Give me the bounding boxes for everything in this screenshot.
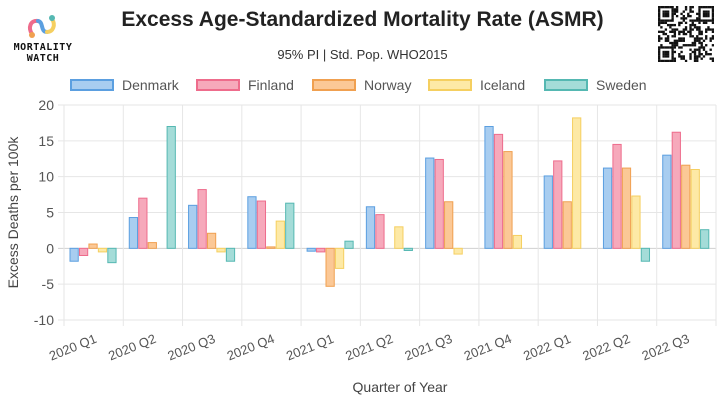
bar-iceland-2020-q4 [275, 220, 285, 249]
bar-iceland-2022-q2 [631, 195, 641, 249]
bar-norway-2020-q3 [206, 232, 217, 249]
bar-finland-2022-q2 [612, 143, 622, 249]
legend-label: Denmark [122, 77, 179, 93]
bar-norway-2021-q4 [503, 151, 513, 249]
legend-label: Norway [364, 77, 412, 93]
bar-sweden-2021-q2 [403, 247, 413, 251]
bar-denmark-2020-q2 [128, 217, 139, 249]
bar-sweden-2022-q2 [640, 247, 651, 262]
bar-iceland-2021-q2 [394, 226, 404, 249]
logo-line-2: WATCH [26, 53, 60, 64]
x-tick-label: 2020 Q1 [47, 331, 99, 364]
bar-norway-2021-q1 [325, 247, 335, 287]
legend-item-norway[interactable]: Norway [312, 74, 411, 96]
bar-finland-2022-q3 [671, 131, 681, 249]
bar-norway-2020-q2 [147, 242, 157, 249]
x-tick-label: 2020 Q4 [225, 331, 277, 364]
bar-sweden-2022-q3 [700, 229, 710, 249]
mortality-watch-logo: MORTALITY WATCH [6, 10, 80, 66]
x-tick-label: 2021 Q2 [343, 331, 395, 364]
chart-title: Excess Age-Standardized Mortality Rate (… [121, 8, 604, 31]
bar-finland-2021-q1 [316, 247, 326, 253]
y-tick-label: 5 [46, 205, 54, 221]
bar-finland-2021-q3 [434, 158, 444, 249]
bar-denmark-2022-q3 [662, 154, 672, 249]
bar-finland-2021-q2 [375, 214, 385, 249]
legend-label: Finland [248, 77, 294, 93]
legend-item-finland[interactable]: Finland [196, 74, 294, 96]
bar-sweden-2020-q3 [225, 247, 236, 262]
bar-denmark-2022-q2 [602, 167, 613, 249]
y-tick-label: -10 [34, 312, 54, 328]
x-tick-label: 2022 Q3 [640, 331, 692, 364]
x-tick-label: 2020 Q3 [165, 331, 217, 364]
legend-label: Sweden [596, 77, 647, 93]
bar-norway-2020-q4 [266, 246, 276, 249]
bar-iceland-2022-q3 [690, 169, 700, 249]
x-tick-label: 2021 Q1 [284, 331, 336, 364]
bar-finland-2020-q3 [197, 189, 207, 249]
bar-denmark-2020-q4 [247, 196, 257, 249]
bar-finland-2020-q4 [256, 200, 267, 249]
legend-label: Iceland [480, 77, 526, 93]
bar-finland-2020-q2 [138, 197, 148, 249]
bar-finland-2022-q1 [553, 160, 563, 249]
bar-denmark-2022-q1 [543, 175, 553, 249]
logo-mark-icon [28, 15, 56, 38]
bar-sweden-2021-q1 [344, 240, 354, 249]
chart-subtitle: 95% PI | Std. Pop. WHO2015 [277, 47, 448, 62]
bar-iceland-2020-q3 [216, 247, 226, 253]
bar-sweden-2020-q1 [107, 247, 117, 264]
legend-swatch [428, 79, 472, 91]
logo-text: MORTALITY WATCH [6, 42, 80, 64]
bar-norway-2022-q3 [681, 164, 691, 249]
bar-denmark-2021-q3 [425, 157, 435, 249]
bar-norway-2022-q2 [621, 167, 632, 249]
legend-swatch [544, 79, 588, 91]
bar-finland-2020-q1 [78, 247, 89, 257]
bar-sweden-2020-q4 [285, 202, 295, 249]
bar-norway-2020-q1 [88, 243, 98, 249]
y-tick-label: 0 [46, 240, 54, 256]
bar-denmark-2020-q3 [188, 204, 198, 249]
legend-swatch [196, 79, 240, 91]
legend-item-denmark[interactable]: Denmark [70, 74, 179, 96]
legend-item-iceland[interactable]: Iceland [428, 74, 525, 96]
x-tick-label: 2022 Q1 [521, 331, 573, 364]
chart-legend: Denmark Finland Norway Iceland Sweden [0, 74, 721, 96]
y-tick-label: 20 [38, 97, 54, 113]
qr-code [658, 6, 714, 62]
x-tick-label: 2022 Q2 [580, 331, 632, 364]
bar-iceland-2021-q1 [334, 247, 345, 269]
legend-swatch [312, 79, 356, 91]
bar-denmark-2021-q1 [306, 247, 316, 252]
y-axis-title: Excess Deaths per 100k [5, 136, 21, 289]
y-tick-label: -5 [42, 276, 55, 292]
bar-iceland-2021-q3 [453, 247, 463, 255]
bar-sweden-2020-q2 [166, 126, 176, 249]
bar-iceland-2021-q4 [512, 234, 523, 249]
y-tick-label: 10 [38, 169, 54, 185]
bar-norway-2022-q1 [562, 201, 572, 249]
bar-denmark-2021-q2 [365, 206, 376, 249]
bar-finland-2021-q4 [493, 133, 504, 249]
logo-line-1: MORTALITY [13, 42, 73, 53]
bar-iceland-2020-q1 [97, 247, 108, 253]
legend-swatch [70, 79, 114, 91]
x-tick-label: 2021 Q3 [403, 331, 455, 364]
bar-denmark-2021-q4 [484, 126, 494, 249]
bar-denmark-2020-q1 [69, 247, 79, 262]
x-axis-title: Quarter of Year [353, 379, 448, 395]
x-tick-label: 2020 Q2 [106, 331, 158, 364]
bar-iceland-2022-q1 [572, 117, 582, 249]
y-tick-label: 15 [38, 133, 54, 149]
legend-item-sweden[interactable]: Sweden [544, 74, 647, 96]
bar-norway-2021-q3 [444, 201, 454, 249]
x-tick-label: 2021 Q4 [462, 331, 514, 364]
